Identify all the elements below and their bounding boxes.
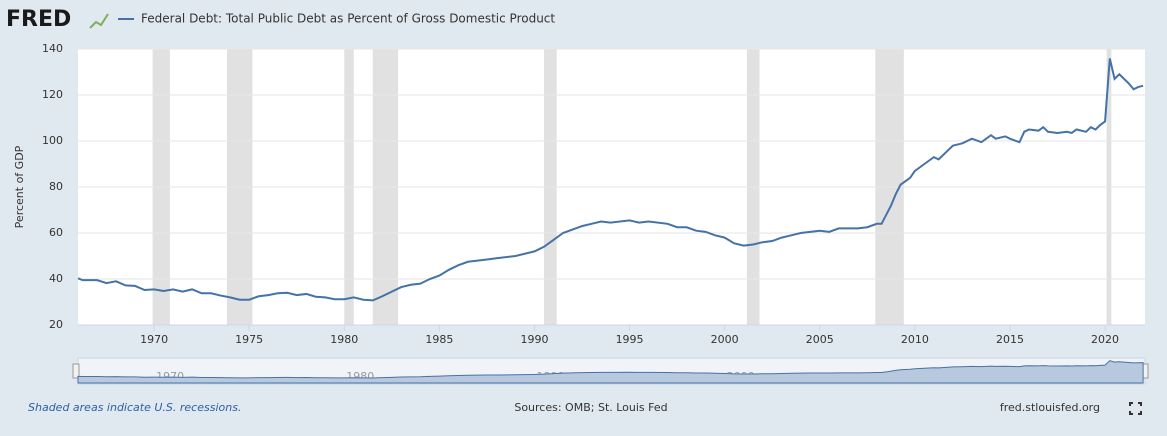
y-tick-label: 40 bbox=[49, 272, 63, 285]
series-line bbox=[77, 58, 1144, 302]
icon bbox=[1129, 411, 1133, 415]
legend-label: Federal Debt: Total Public Debt as Perce… bbox=[141, 12, 555, 26]
navigator-area bbox=[77, 360, 1144, 384]
sources: Sources: OMB; St. Louis Fed bbox=[514, 401, 667, 414]
x-tick-label: 2015 bbox=[996, 333, 1024, 346]
x-tick-label: 1975 bbox=[235, 333, 263, 346]
x-tick-label: 1995 bbox=[616, 333, 644, 346]
x-tick-label: 1985 bbox=[425, 333, 453, 346]
y-tick-label: 100 bbox=[42, 134, 63, 147]
y-tick-label: 80 bbox=[49, 180, 63, 193]
site: fred.stlouisfed.org bbox=[1000, 401, 1100, 414]
x-tick-label: 2020 bbox=[1091, 333, 1119, 346]
y-tick-label: 20 bbox=[49, 318, 63, 331]
x-tick-label: 1980 bbox=[330, 333, 358, 346]
y-tick-label: 120 bbox=[42, 88, 63, 101]
navigator-handle[interactable] bbox=[72, 363, 80, 379]
icon bbox=[1129, 402, 1133, 406]
x-tick-label: 1990 bbox=[520, 333, 548, 346]
x-tick-label: 2005 bbox=[806, 333, 834, 346]
footer-note: Shaded areas indicate U.S. recessions. bbox=[28, 401, 241, 414]
logo: FRED bbox=[6, 7, 71, 32]
x-tick-label: 1970 bbox=[140, 333, 168, 346]
y-axis-label: Percent of GDP bbox=[13, 145, 26, 228]
y-tick-label: 140 bbox=[42, 42, 63, 55]
x-tick-label: 2000 bbox=[711, 333, 739, 346]
icon bbox=[1138, 402, 1142, 406]
logo-icon bbox=[89, 13, 109, 29]
icon bbox=[1138, 411, 1142, 415]
y-tick-label: 60 bbox=[49, 226, 63, 239]
fullscreen-button[interactable] bbox=[1129, 402, 1142, 415]
x-tick-label: 2010 bbox=[901, 333, 929, 346]
